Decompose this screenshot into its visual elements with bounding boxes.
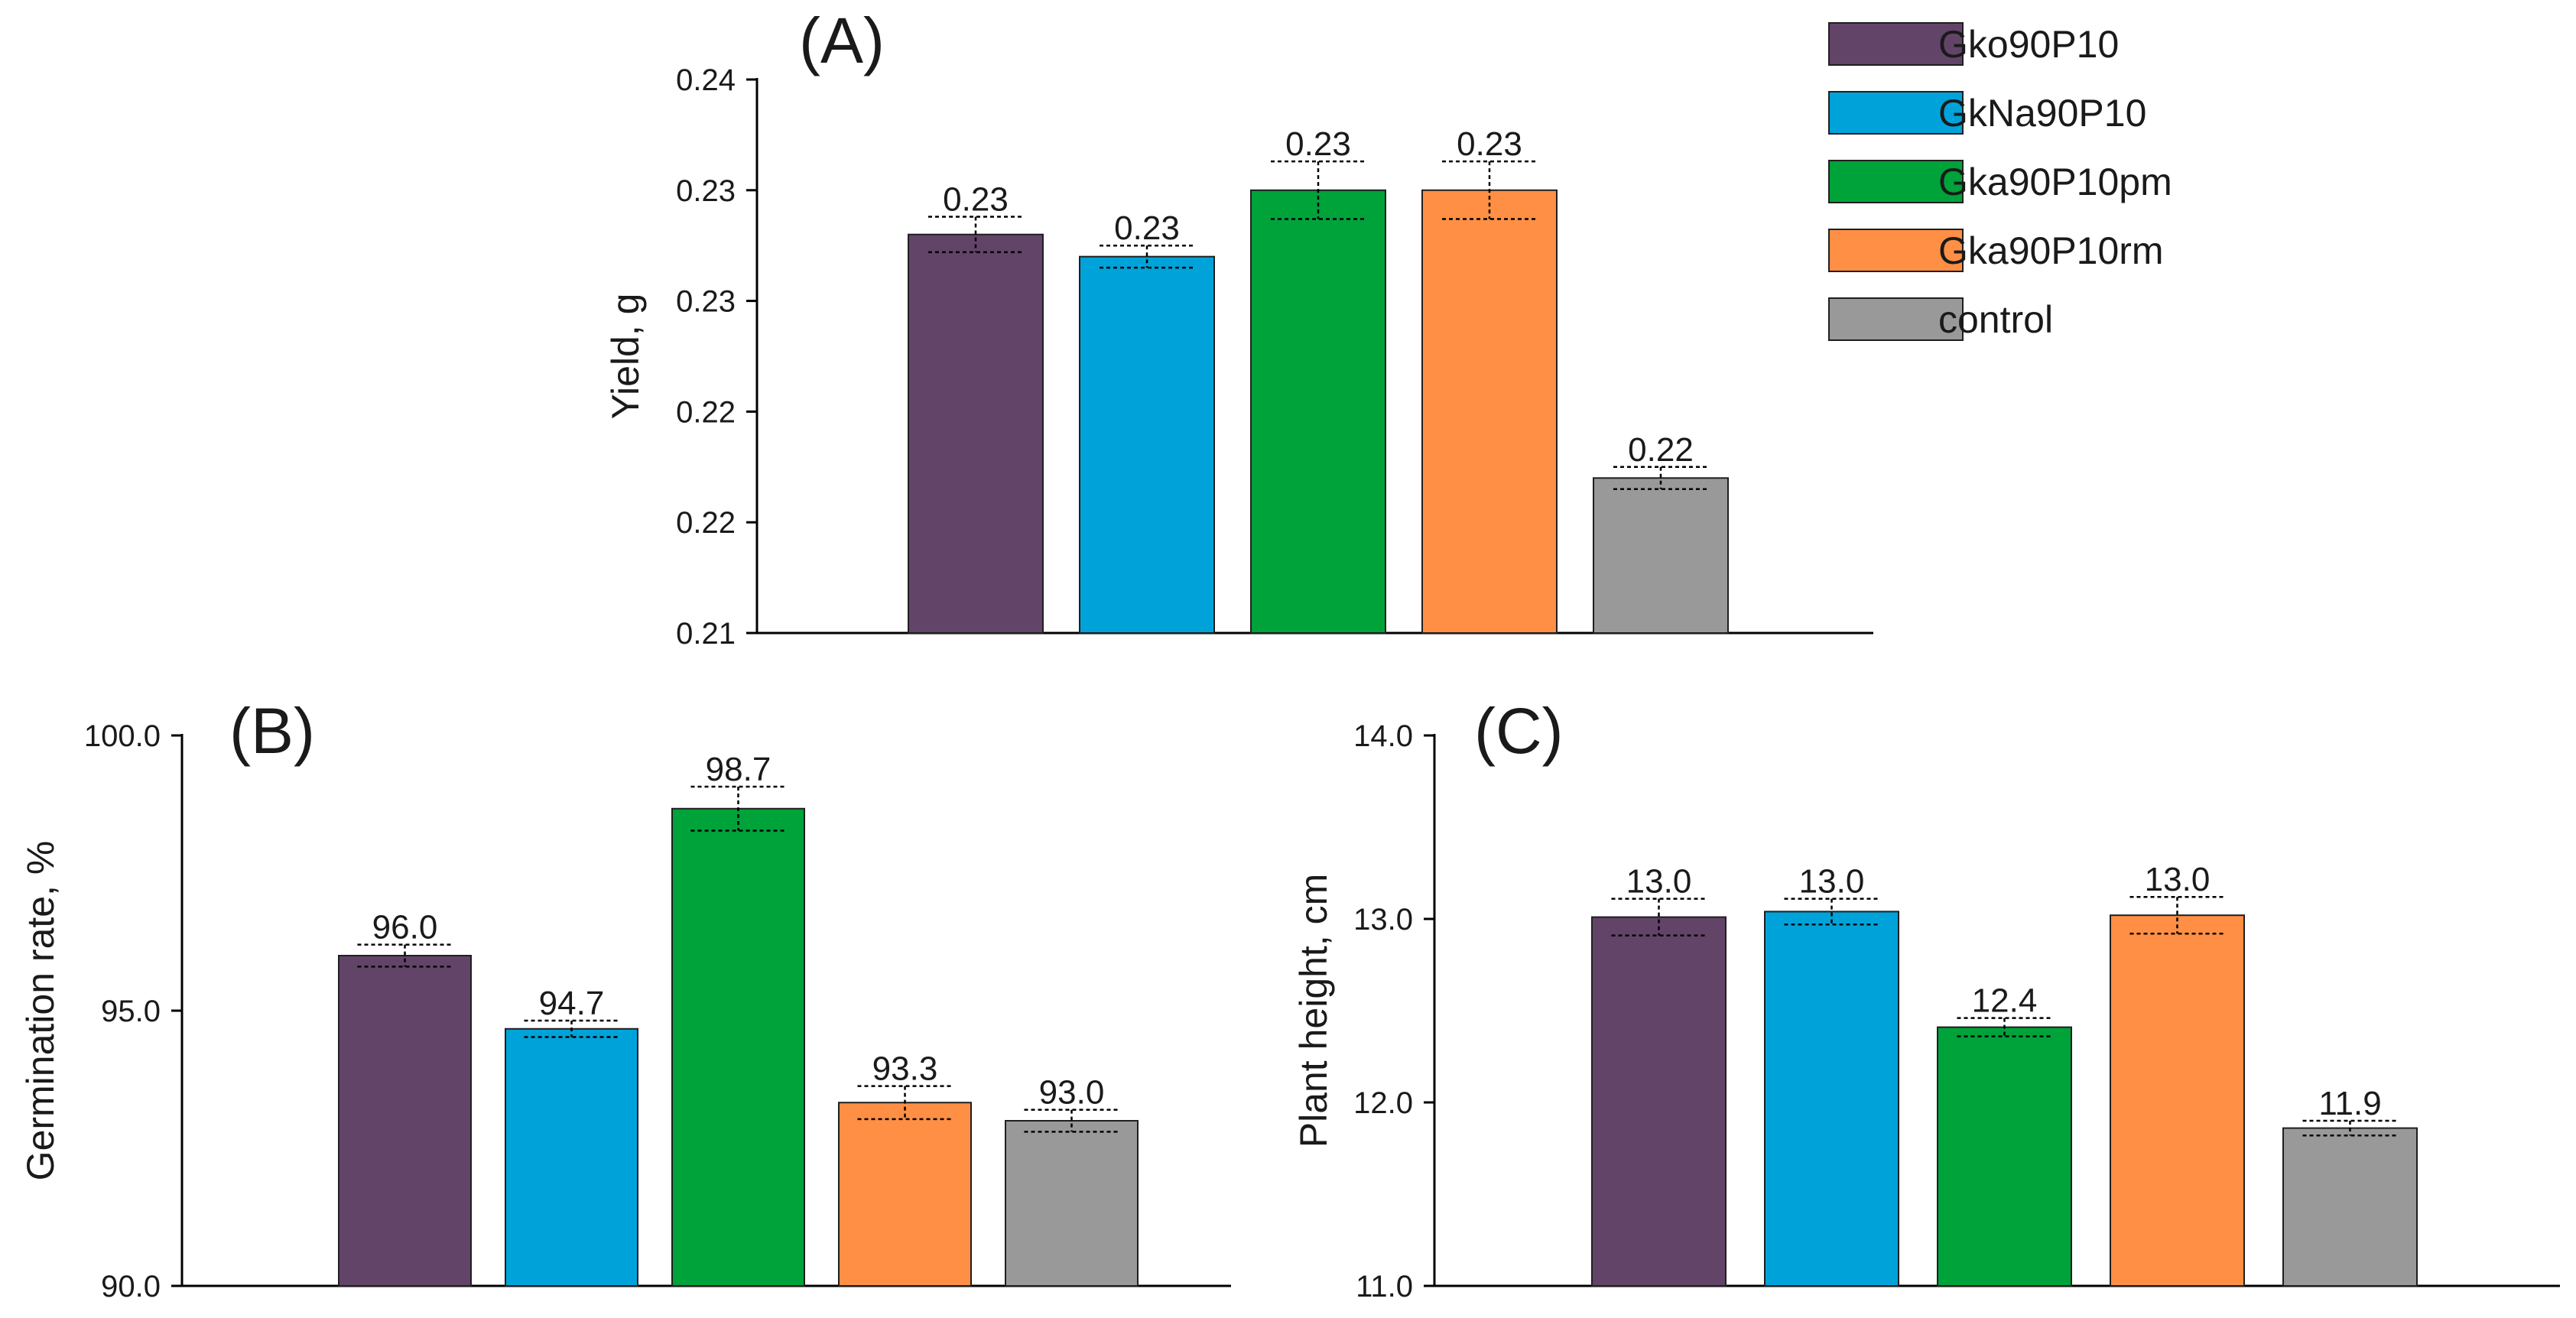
legend-label: control: [1938, 298, 2053, 341]
panel-c-bar: [2282, 1127, 2418, 1287]
panel-c-bar: [1591, 916, 1727, 1287]
panel-c-value-label: 13.0: [2145, 861, 2211, 898]
legend-swatch: [1828, 229, 1964, 272]
legend-swatch: [1828, 160, 1964, 203]
legend-label: GkNa90P10: [1938, 92, 2146, 135]
panel-a-letter: (A): [799, 5, 885, 76]
panel-b-bar: [338, 955, 472, 1287]
panel-a-y-tick-label: 0.24: [676, 63, 736, 97]
panel-a-bar: [1250, 189, 1386, 635]
panel-b-value-label: 93.0: [1039, 1074, 1105, 1112]
panel-b-y-tick-label: 95.0: [101, 995, 161, 1028]
panel-c-bar: [1764, 911, 1899, 1287]
panel-a-yield-chart: 0.21 0.22 0.22 0.23 0.23 0.24 Yield, g (A) 0.23 0…: [604, 5, 1873, 651]
panel-a-value-label: 0.23: [1285, 125, 1351, 163]
panel-b-bar: [838, 1102, 972, 1287]
panel-b-bar: [671, 807, 805, 1287]
panel-b-value-label: 94.7: [539, 985, 605, 1022]
panel-b-letter: (B): [229, 695, 315, 767]
legend-label: Gko90P10: [1938, 23, 2119, 66]
panel-a-y-tick-label: 0.21: [676, 617, 736, 651]
panel-c-value-label: 11.9: [2318, 1085, 2381, 1122]
panel-a-y-tick-label: 0.23: [676, 285, 736, 319]
panel-b-bar: [505, 1027, 638, 1287]
panel-a-y-tick-label: 0.22: [676, 506, 736, 540]
panel-b-bar: [1005, 1120, 1139, 1287]
panel-c-value-label: 13.0: [1626, 863, 1692, 901]
panel-c-value-label: 13.0: [1799, 863, 1865, 901]
panel-b-value-label: 96.0: [372, 909, 438, 946]
panel-a-y-axis-title: Yield, g: [604, 294, 647, 420]
panel-a-value-label: 0.23: [943, 181, 1009, 219]
panel-a-y-tick-label: 0.22: [676, 395, 736, 429]
legend-swatch: [1828, 297, 1964, 341]
panel-c-bar: [2110, 914, 2245, 1287]
legend-label: Gka90P10pm: [1938, 161, 2172, 203]
panel-a-bar: [1421, 189, 1558, 635]
legend: Gko90P10 GkNa90P10 Gka90P10pm Gka90P10rm con…: [1828, 22, 2172, 341]
panel-a-value-label: 0.23: [1114, 209, 1180, 247]
panel-a-value-label: 0.23: [1457, 125, 1522, 163]
legend-swatch: [1828, 22, 1964, 66]
panel-c-y-tick-label: 11.0: [1356, 1270, 1413, 1303]
panel-c-y-tick-label: 13.0: [1353, 903, 1413, 937]
panel-c-bar: [1937, 1026, 2072, 1287]
panel-a-bar: [1079, 255, 1215, 634]
panel-b-germination-chart: 90.0 95.0 100.0 Germination rate, % (B) 96.0 9…: [19, 695, 1231, 1303]
panel-c-plant-height-chart: 11.0 12.0 13.0 14.0 Plant height, cm (C) 13.0 1…: [1292, 695, 2560, 1303]
panel-c-letter: (C): [1474, 695, 1564, 767]
panel-a-bar: [1593, 477, 1729, 635]
panel-b-y-tick-label: 90.0: [101, 1270, 161, 1303]
panel-c-value-label: 12.4: [1972, 982, 2038, 1020]
panel-a-value-label: 0.22: [1628, 431, 1694, 469]
panel-c-y-tick-label: 12.0: [1353, 1086, 1413, 1120]
panel-a-y-tick-label: 0.23: [676, 174, 736, 208]
legend-swatch: [1828, 91, 1964, 135]
panel-c-y-tick-label: 14.0: [1353, 719, 1413, 753]
panel-b-y-axis-title: Germination rate, %: [19, 841, 62, 1181]
legend-label: Gka90P10rm: [1938, 229, 2164, 272]
panel-c-y-axis-title: Plant height, cm: [1292, 874, 1335, 1148]
panel-b-value-label: 93.3: [872, 1050, 938, 1088]
panel-a-bar: [908, 233, 1044, 635]
panel-b-y-tick-label: 100.0: [84, 719, 161, 753]
panel-b-value-label: 98.7: [706, 751, 772, 788]
